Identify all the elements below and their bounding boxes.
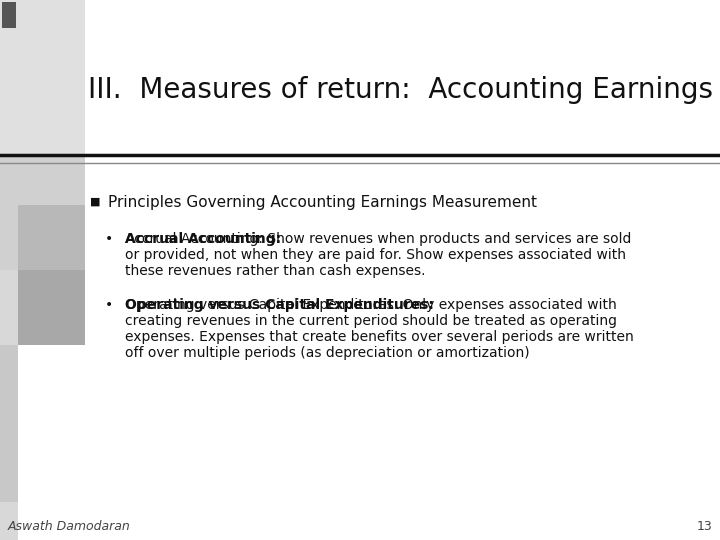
- Bar: [0, 0, 18, 540]
- Text: •: •: [105, 232, 113, 246]
- Text: III.  Measures of return:  Accounting Earnings: III. Measures of return: Accounting Earn…: [88, 76, 713, 104]
- Text: expenses. Expenses that create benefits over several periods are written: expenses. Expenses that create benefits …: [125, 330, 634, 344]
- Bar: [2, 2, 16, 28]
- Text: these revenues rather than cash expenses.: these revenues rather than cash expenses…: [125, 264, 426, 278]
- Text: Operating versus Capital Expenditures:: Operating versus Capital Expenditures:: [125, 298, 434, 312]
- Text: off over multiple periods (as depreciation or amortization): off over multiple periods (as depreciati…: [125, 346, 530, 360]
- Text: creating revenues in the current period should be treated as operating: creating revenues in the current period …: [125, 314, 617, 328]
- Text: Principles Governing Accounting Earnings Measurement: Principles Governing Accounting Earnings…: [108, 194, 537, 210]
- Bar: [0, 0, 85, 155]
- Text: Accrual Accounting:: Accrual Accounting:: [125, 232, 281, 246]
- Text: Aswath Damodaran: Aswath Damodaran: [8, 519, 131, 532]
- Bar: [18, 270, 85, 345]
- Text: 13: 13: [696, 519, 712, 532]
- Bar: [0, 155, 85, 270]
- Text: Operating versus Capital Expenditures: Only expenses associated with: Operating versus Capital Expenditures: O…: [125, 298, 617, 312]
- Text: ■: ■: [90, 197, 101, 207]
- Text: Accrual Accounting: Show revenues when products and services are sold: Accrual Accounting: Show revenues when p…: [125, 232, 631, 246]
- Bar: [18, 205, 85, 270]
- Text: •: •: [105, 298, 113, 312]
- Text: or provided, not when they are paid for. Show expenses associated with: or provided, not when they are paid for.…: [125, 248, 626, 262]
- Bar: [0, 345, 18, 502]
